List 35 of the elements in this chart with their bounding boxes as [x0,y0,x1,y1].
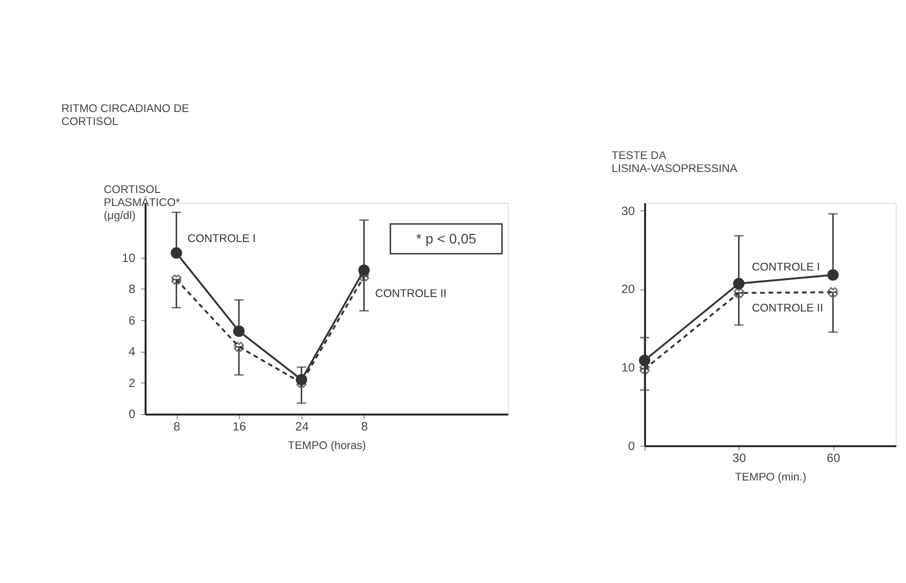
y-tick-label: 0 [628,438,636,453]
y-tick-label: 10 [122,250,136,265]
y-tick-label: 0 [128,407,136,422]
x-tick-label: 60 [826,450,840,465]
series-label: CONTROLE II [752,302,824,315]
point [640,364,650,374]
series-label: CONTROLE I [188,232,256,245]
y-tick-label: 30 [621,204,636,218]
x-tick-label: 8 [173,419,180,434]
x-tick-label: 24 [295,419,309,434]
point [828,287,838,298]
x-axis-title: TEMPO (min.) [735,472,807,484]
x-tick-label: 16 [232,419,246,434]
series-label: CONTROLE II [375,288,446,300]
point [170,247,182,259]
point [638,354,650,366]
y-tick-label: 4 [128,344,136,359]
chart-title: RITMO CIRCADIANO DE CORTISOL [61,102,190,128]
y-tick-label: 10 [621,360,636,375]
point [171,274,182,285]
point [233,325,245,337]
point [733,278,744,290]
x-axis-title: TEMPO (horas) [288,440,366,452]
y-tick-label: 6 [128,313,136,328]
x-tick-label: 8 [361,419,368,434]
point [234,342,244,352]
text: * p < 0,05 [416,230,476,246]
y-tick-label: 8 [128,282,136,296]
y-tick-label: 2 [128,376,136,390]
y-axis-title: CORTISOL PLASMÁTICO* (μg/dl) [104,184,181,222]
point [827,269,839,281]
y-tick-label: 20 [621,282,636,296]
chart-title: TESTE DA LISINA-VASOPRESSINA [612,150,738,176]
series-label: CONTROLE I [752,262,820,274]
point [734,288,744,298]
